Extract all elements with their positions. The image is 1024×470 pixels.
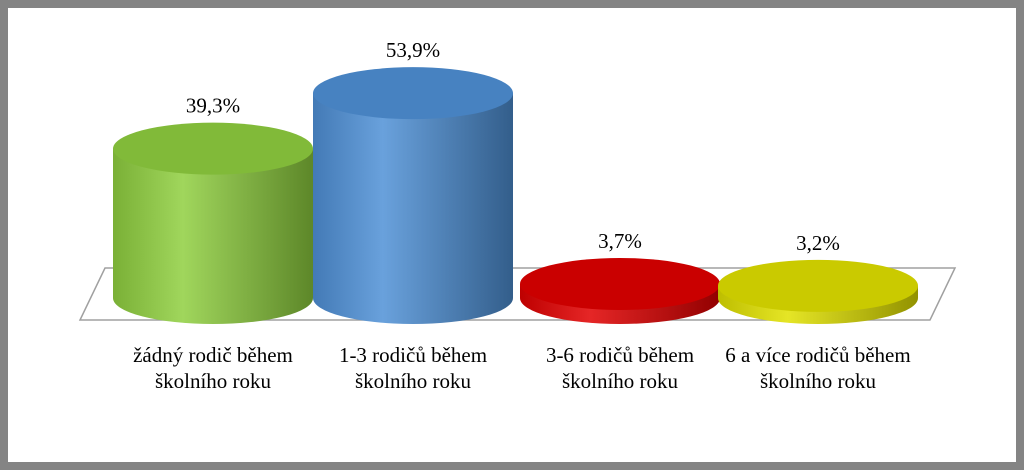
cylinder-top — [313, 67, 513, 120]
category-label: žádný rodič během školního roku — [133, 343, 293, 393]
cylinder-top — [718, 259, 918, 312]
cylinder-top — [113, 122, 313, 175]
value-label: 3,2% — [796, 231, 840, 255]
cylinder-body — [113, 148, 313, 324]
category-label: 1-3 rodičů během školního roku — [338, 343, 488, 393]
category-label: 6 a více rodičů během školního roku — [725, 343, 911, 393]
value-label: 39,3% — [186, 94, 240, 118]
value-label: 53,9% — [386, 38, 440, 62]
category-label: 3-6 rodičů během školního roku — [545, 343, 695, 393]
cylinder-body — [313, 93, 513, 325]
value-label: 3,7% — [598, 229, 642, 253]
cylinder-top — [520, 257, 720, 310]
